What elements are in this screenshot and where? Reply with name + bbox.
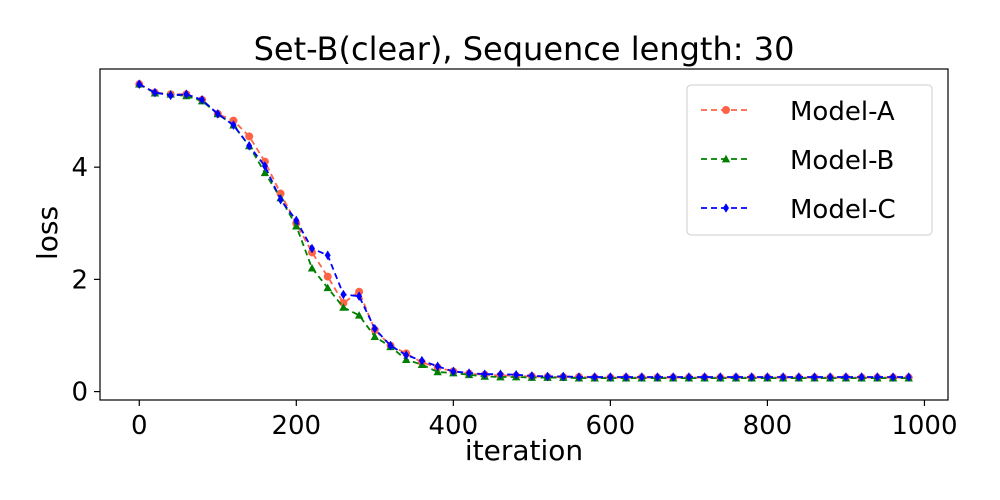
data-point — [607, 372, 614, 382]
data-point — [733, 372, 739, 382]
y-tick-label: 2 — [71, 265, 88, 295]
data-point — [623, 372, 630, 382]
legend-label: Model-C — [790, 195, 896, 225]
data-point — [403, 350, 410, 360]
legend-label: Model-A — [790, 97, 895, 127]
data-point — [354, 311, 364, 319]
legend: Model-A Model-B Model-C — [686, 84, 933, 236]
data-point — [434, 361, 441, 372]
data-point — [339, 298, 348, 307]
data-point — [387, 340, 394, 351]
series-line — [138, 83, 909, 380]
data-point — [466, 368, 473, 378]
series-line — [138, 83, 909, 379]
y-axis-label: loss — [31, 206, 64, 260]
data-point — [858, 372, 865, 382]
data-point — [230, 120, 237, 130]
data-point — [513, 369, 520, 380]
x-tick-label: 400 — [429, 411, 479, 441]
legend-label: Model-B — [790, 146, 894, 176]
plot-area — [135, 79, 913, 382]
x-tick-label: 600 — [586, 411, 636, 441]
chart-title: Set-B(clear), Sequence length: 30 — [254, 30, 795, 68]
data-point — [309, 243, 315, 254]
legend-marker — [721, 154, 731, 163]
data-point — [811, 372, 818, 382]
data-point — [450, 366, 457, 377]
data-point — [356, 291, 363, 302]
data-point — [528, 371, 535, 381]
data-point — [701, 372, 708, 382]
data-point — [560, 371, 567, 382]
data-point — [638, 372, 645, 382]
data-point — [481, 369, 488, 379]
data-point — [261, 161, 268, 171]
data-point — [497, 369, 504, 379]
data-point — [340, 289, 347, 300]
data-point — [591, 372, 598, 382]
data-point — [654, 372, 661, 382]
data-point — [685, 372, 692, 382]
data-point — [307, 263, 317, 272]
legend-marker — [722, 106, 730, 114]
data-point — [214, 109, 221, 119]
data-point — [748, 372, 755, 382]
x-axis-label: iteration — [465, 434, 583, 467]
plot-frame — [99, 68, 949, 401]
axes: 0 200 400 600 800 1000 0 2 4 — [71, 153, 957, 441]
data-point — [764, 372, 771, 382]
data-point — [874, 372, 881, 382]
data-point — [323, 272, 332, 281]
data-point — [183, 89, 190, 100]
data-point — [277, 194, 284, 205]
data-point — [324, 250, 331, 261]
x-tick-label: 1000 — [891, 411, 957, 441]
data-point — [199, 95, 206, 105]
data-point — [575, 372, 582, 382]
data-point — [323, 283, 332, 292]
data-point — [717, 372, 724, 382]
data-point — [167, 90, 174, 101]
data-point — [245, 132, 254, 141]
data-point — [151, 87, 158, 98]
data-point — [670, 372, 677, 382]
data-point — [371, 323, 378, 334]
data-point — [293, 215, 300, 226]
data-point — [827, 372, 834, 382]
series-model-c — [136, 79, 912, 382]
data-point — [339, 303, 348, 311]
data-point — [905, 372, 912, 382]
data-point — [433, 367, 442, 376]
data-point — [780, 372, 787, 382]
data-point — [292, 221, 301, 230]
data-point — [544, 371, 551, 382]
data-point — [246, 141, 253, 151]
data-point — [842, 372, 849, 382]
data-point — [370, 332, 380, 340]
x-tick-label: 200 — [271, 411, 321, 441]
legend-box — [686, 84, 933, 236]
data-point — [418, 355, 425, 366]
legend-marker — [723, 203, 729, 213]
data-point — [260, 168, 270, 177]
data-point — [890, 372, 897, 382]
y-tick-label: 0 — [71, 378, 88, 408]
x-tick-label: 800 — [743, 411, 793, 441]
x-tick-label: 0 — [131, 411, 148, 441]
y-tick-label: 4 — [71, 153, 88, 183]
data-point — [795, 372, 802, 382]
data-point — [136, 79, 143, 89]
